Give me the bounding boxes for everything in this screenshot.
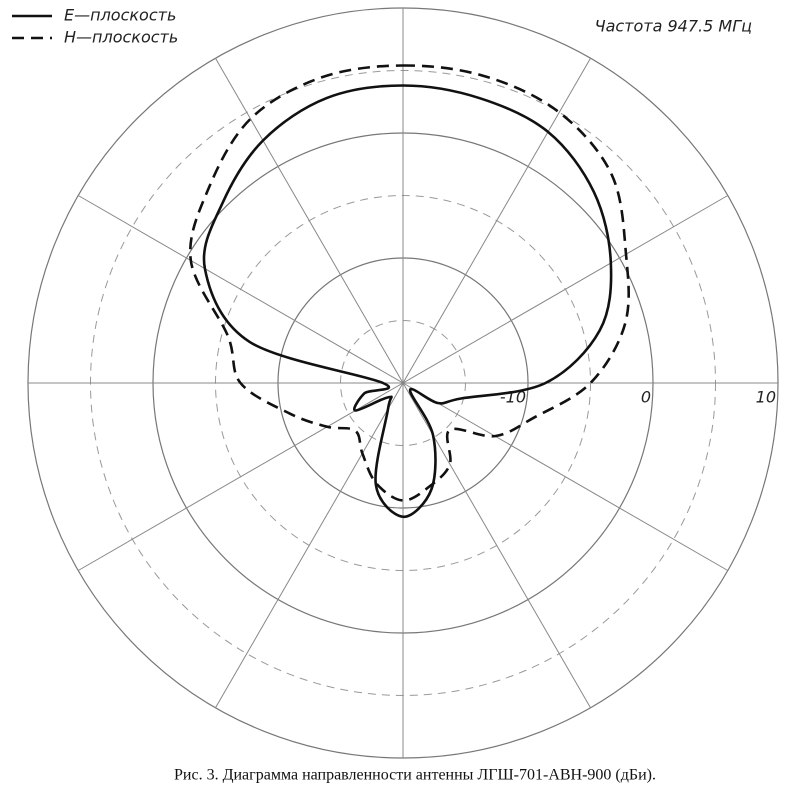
spoke (215, 57, 404, 384)
spoke (215, 382, 404, 709)
legend-label: H—плоскость (64, 28, 178, 47)
chart-title: Частота 947.5 МГц (595, 17, 753, 36)
spoke (77, 382, 404, 571)
r-tick-label: 10 (756, 388, 776, 407)
spoke (402, 195, 729, 384)
spoke (402, 57, 591, 384)
pattern-line (188, 64, 630, 502)
pattern-line (202, 84, 613, 519)
spoke (77, 195, 404, 384)
legend-label: E—плоскость (64, 6, 176, 25)
spoke (402, 382, 729, 571)
r-tick-label: 0 (641, 388, 651, 407)
caption: Рис. 3. Диаграмма направленности антенны… (174, 767, 656, 784)
